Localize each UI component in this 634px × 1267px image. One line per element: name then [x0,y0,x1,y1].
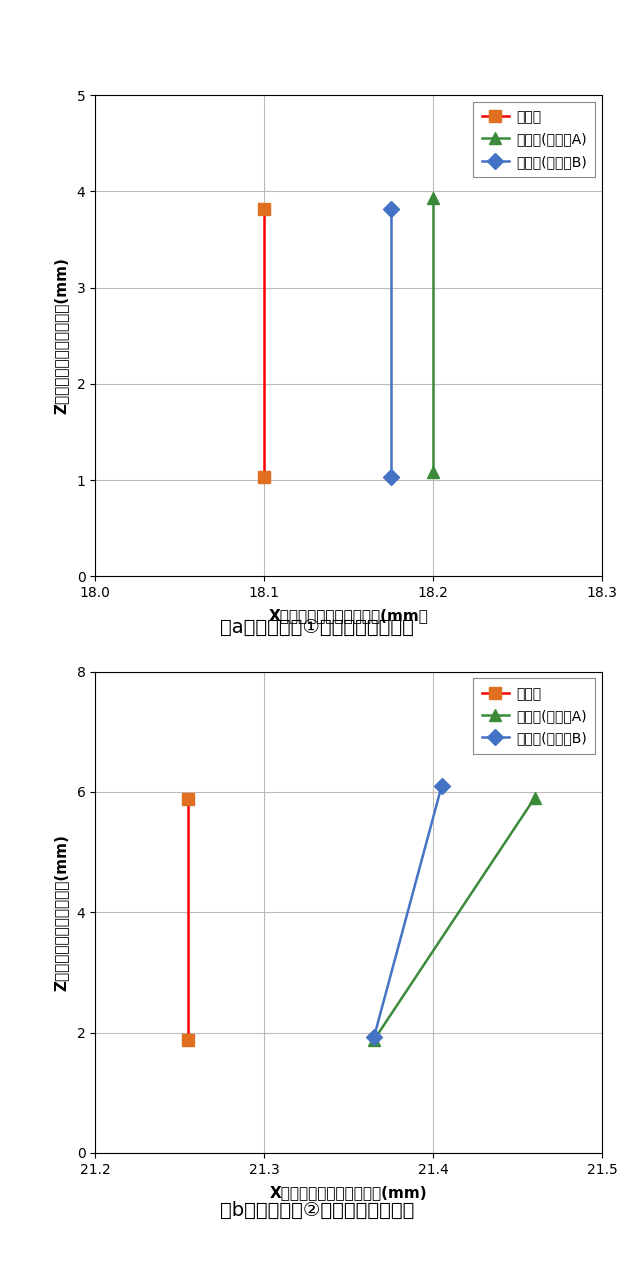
Line: 加熱後(モデルB): 加熱後(モデルB) [385,203,396,483]
加熱後(モデルA) [429,190,437,205]
加熱後(モデルB) [387,470,395,485]
加熱後(モデルA) [531,791,538,806]
加熱後(モデルB) [387,201,395,217]
Line: 加熱後(モデルA): 加熱後(モデルA) [368,792,540,1045]
Line: 加熱前: 加熱前 [183,793,193,1045]
加熱後(モデルA) [370,1033,378,1048]
X-axis label: X軸方向の原点からの距離(mm): X軸方向の原点からの距離(mm) [270,1185,427,1200]
加熱前 [261,470,268,485]
Text: （a）　測定点①の原点からの距離: （a） 測定点①の原点からの距離 [220,618,414,636]
加熱前 [261,201,268,217]
Text: （b）　測定点②の原点からの距離: （b） 測定点②の原点からの距離 [220,1201,414,1219]
Y-axis label: Z軸方向の原点からの距離(mm): Z軸方向の原点からの距離(mm) [53,257,68,414]
Line: 加熱前: 加熱前 [259,203,269,483]
Legend: 加熱前, 加熱後(モデルA), 加熱後(モデルB): 加熱前, 加熱後(モデルA), 加熱後(モデルB) [473,678,595,754]
加熱前 [184,1033,192,1048]
Y-axis label: Z軸方向の原点からの距離(mm): Z軸方向の原点からの距離(mm) [53,834,68,991]
Line: 加熱後(モデルB): 加熱後(モデルB) [368,780,447,1043]
加熱後(モデルA) [429,465,437,480]
加熱後(モデルB) [370,1029,378,1044]
Line: 加熱後(モデルA): 加熱後(モデルA) [428,193,439,478]
Legend: 加熱前, 加熱後(モデルA), 加熱後(モデルB): 加熱前, 加熱後(モデルA), 加熱後(モデルB) [473,101,595,177]
加熱前 [184,792,192,807]
X-axis label: X軸方向の原点からの距離(mm）: X軸方向の原点からの距離(mm） [269,608,429,623]
加熱後(モデルB) [438,778,446,793]
